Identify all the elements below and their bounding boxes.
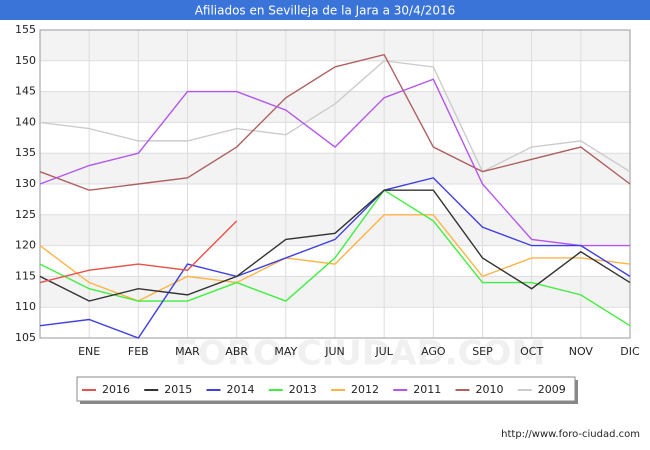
x-tick-label: AGO <box>421 345 446 358</box>
x-tick-label: SEP <box>472 345 493 358</box>
y-tick-label: 150 <box>15 54 36 67</box>
y-tick-label: 145 <box>15 85 36 98</box>
y-tick-label: 140 <box>15 115 36 128</box>
x-tick-label: ABR <box>225 345 248 358</box>
x-tick-label: DIC <box>620 345 640 358</box>
series-line <box>39 189 631 302</box>
series-line <box>39 189 631 327</box>
x-tick-label: FEB <box>128 345 149 358</box>
series-line <box>39 53 631 191</box>
x-tick-label: JUN <box>324 345 345 358</box>
legend-label: 2015 <box>164 383 192 396</box>
x-tick-label: ENE <box>78 345 100 358</box>
legend-box <box>76 376 576 402</box>
y-tick-label: 125 <box>15 208 36 221</box>
title-bar <box>0 0 650 20</box>
x-tick-label: OCT <box>520 345 543 358</box>
legend-label: 2012 <box>351 383 379 396</box>
legend-label: 2009 <box>538 383 566 396</box>
chart-title: Afiliados en Sevilleja de la Jara a 30/4… <box>195 4 456 18</box>
y-tick-label: 130 <box>15 177 36 190</box>
legend-label: 2010 <box>476 383 504 396</box>
legend-label: 2011 <box>413 383 441 396</box>
legend-label: 2013 <box>289 383 317 396</box>
series-line <box>39 78 630 247</box>
legend-label: 2014 <box>227 383 255 396</box>
watermark: FORO-CIUDAD.COM <box>175 334 546 374</box>
x-tick-label: NOV <box>569 345 594 358</box>
legend-label: 2016 <box>102 383 130 396</box>
series-line <box>39 220 238 284</box>
y-tick-label: 110 <box>15 300 36 313</box>
y-tick-label: 155 <box>15 23 36 36</box>
series-line <box>39 177 631 339</box>
x-tick-label: MAR <box>175 345 200 358</box>
y-tick-label: 105 <box>15 331 36 344</box>
x-tick-label: JUL <box>374 345 393 358</box>
y-tick-label: 120 <box>15 239 36 252</box>
x-tick-label: MAY <box>274 345 297 358</box>
y-tick-label: 115 <box>15 269 36 282</box>
y-tick-label: 135 <box>15 146 36 159</box>
source: http://www.foro-ciudad.com <box>501 429 640 440</box>
series-line <box>39 60 631 173</box>
